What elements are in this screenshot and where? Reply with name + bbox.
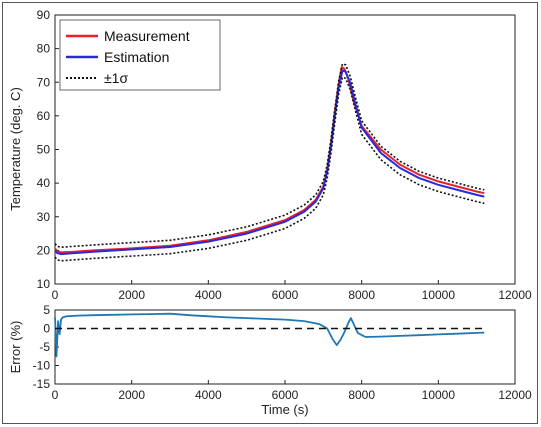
temperature-series (54, 62, 485, 262)
error-ytick-label: -15 (33, 377, 51, 391)
temperature-ytick-label: 20 (37, 243, 51, 257)
legend-label-estimation: Estimation (104, 49, 169, 65)
temperature-series-1 (54, 62, 485, 249)
error-xtick-label: 2000 (118, 388, 145, 402)
temperature-xtick-label: 6000 (272, 288, 299, 302)
error-xtick-label: 4000 (195, 388, 222, 402)
error-plot-area (54, 309, 516, 385)
error-axes: 0 2000 4000 6000 8000 10000 12000 -15 -10 -5 0 5 Er… (8, 303, 532, 417)
legend: Measurement Estimation ±1σ (59, 19, 221, 91)
temperature-ytick-label: 30 (37, 210, 51, 224)
error-series (54, 312, 485, 358)
error-xtick-label: 10000 (422, 388, 456, 402)
temperature-xtick-label: 2000 (118, 288, 145, 302)
temperature-ylabel: Temperature (deg. C) (8, 87, 23, 211)
legend-label-measurement: Measurement (104, 28, 190, 44)
temperature-series-estimation (54, 69, 485, 256)
temperature-axes: 0 2000 4000 6000 8000 10000 12000 10 20 30 40 50 60 7… (8, 8, 532, 302)
temperature-xtick-label: 0 (52, 288, 59, 302)
temperature-series-line-3 (54, 76, 485, 262)
temperature-xtick-label: 4000 (195, 288, 222, 302)
temperature-ytick-label: 70 (37, 75, 51, 89)
error-xtick-label: 12000 (498, 388, 532, 402)
temperature-ytick-label: 60 (37, 109, 51, 123)
temperature-ytick-label: 50 (37, 143, 51, 157)
error-xtick-label: 0 (52, 388, 59, 402)
error-ytick-label: 0 (43, 322, 50, 336)
temperature-xtick-label: 10000 (422, 288, 456, 302)
legend-label-sigma: ±1σ (104, 70, 128, 86)
error-xlabel: Time (s) (261, 402, 308, 417)
error-series-line-0 (54, 312, 485, 358)
error-xtick-label: 8000 (348, 388, 375, 402)
temperature-ytick-label: 80 (37, 42, 51, 56)
temperature-ticks: 0 2000 4000 6000 8000 10000 12000 10 20 30 40 50 60 7… (37, 8, 532, 302)
temperature-ytick-label: 10 (37, 277, 51, 291)
error-ytick-label: -5 (39, 340, 50, 354)
figure-frame: 0 2000 4000 6000 8000 10000 12000 10 20 30 40 50 60 7… (2, 2, 538, 424)
error-ytick-label: 5 (43, 303, 50, 317)
temperature-xtick-label: 8000 (348, 288, 375, 302)
error-ylabel: Error (%) (8, 321, 23, 374)
figure-svg: 0 2000 4000 6000 8000 10000 120001020304050607… (8, 8, 532, 417)
temperature-ytick-label: 40 (37, 176, 51, 190)
temperature-xtick-label: 12000 (498, 288, 532, 302)
error-ytick-label: -10 (33, 359, 51, 373)
temperature-ytick-label: 90 (37, 8, 51, 22)
error-xtick-label: 6000 (272, 388, 299, 402)
error-ticks: 0 2000 4000 6000 8000 10000 12000 -15 -10 -5 0 5 (33, 303, 532, 402)
